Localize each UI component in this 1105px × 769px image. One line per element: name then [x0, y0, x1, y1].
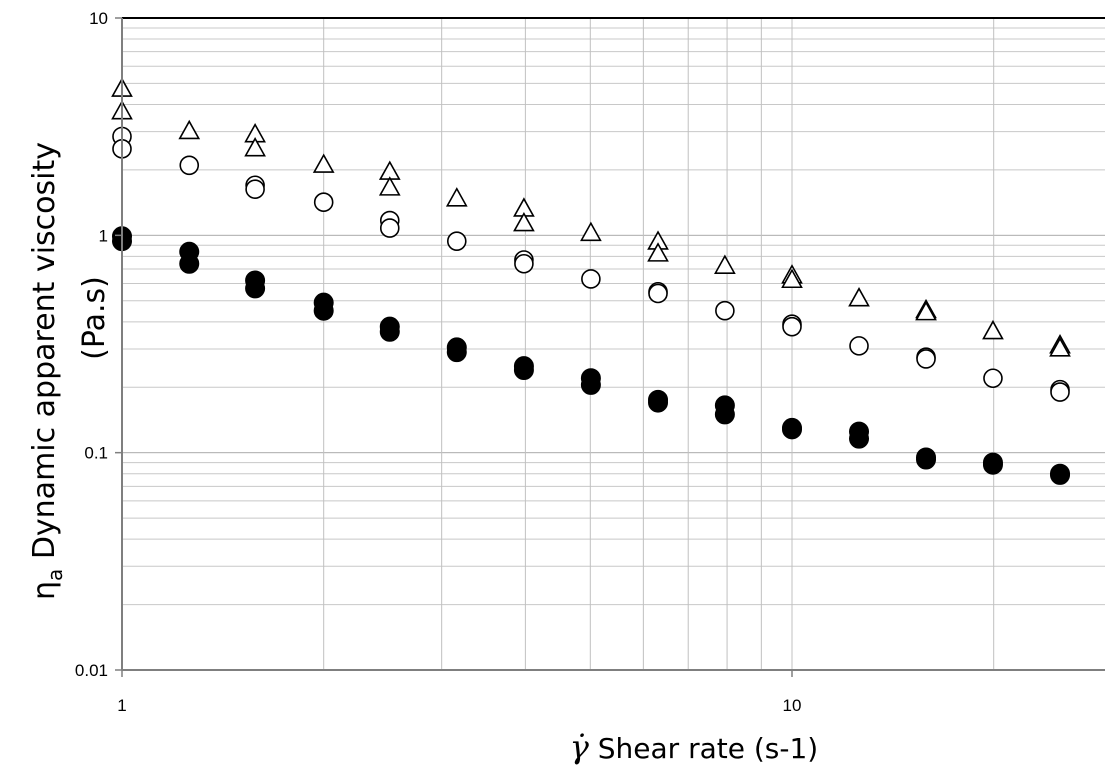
open-triangle-point	[580, 221, 602, 242]
filled-circle-point	[179, 253, 200, 274]
x-axis-symbol: γ̇	[570, 728, 590, 766]
open-circle-point	[245, 179, 265, 200]
filled-circle-point	[782, 419, 802, 440]
y-axis-symbol-subscript: a	[43, 569, 67, 581]
grid	[121, 17, 1105, 671]
filled-circle-point	[648, 392, 669, 413]
data-points	[111, 77, 1071, 485]
open-circle-point	[849, 336, 869, 356]
y-axis-title-units: (Pa.s)	[77, 276, 112, 360]
y-tick-label: 0.01	[75, 661, 108, 680]
y-tick-label: 1	[99, 226, 108, 245]
filled-circle-point	[513, 360, 534, 381]
open-triangle-point	[244, 137, 266, 157]
x-axis-title: γ̇ Shear rate (s-1)	[570, 728, 818, 766]
open-triangle-point	[178, 119, 201, 140]
y-tick-label: 0.1	[84, 444, 108, 463]
y-axis-title: ηa Dynamic apparent viscosity	[27, 142, 67, 600]
filled-circle-point	[916, 449, 937, 470]
y-axis-title-line1: Dynamic apparent viscosity	[27, 142, 62, 569]
y-tick-label: 10	[89, 9, 108, 28]
open-circle-point	[313, 192, 334, 213]
open-circle-point	[782, 316, 802, 337]
x-tick-label: 10	[783, 696, 802, 715]
filled-circle-point	[379, 321, 400, 342]
filled-circle-point	[1050, 464, 1071, 485]
filled-circle-point	[849, 428, 870, 449]
open-triangle-point	[513, 211, 535, 232]
open-circle-point	[916, 349, 936, 369]
open-circle-point	[983, 368, 1003, 389]
open-circle-point	[581, 269, 601, 289]
open-triangle-point	[1049, 337, 1071, 357]
open-triangle-point	[647, 242, 669, 262]
open-circle-point	[179, 155, 200, 176]
open-triangle-point	[378, 176, 401, 196]
filled-circle-point	[714, 404, 735, 425]
open-triangle-point	[781, 268, 803, 289]
open-circle-point	[648, 283, 668, 304]
y-axis-symbol: η	[27, 581, 62, 600]
open-triangle-point	[982, 319, 1004, 340]
filled-circle-point	[580, 374, 601, 395]
open-circle-point	[446, 231, 467, 251]
x-tick-label: 1	[117, 696, 126, 715]
filled-circle-point	[446, 342, 467, 363]
filled-circle-point	[982, 454, 1003, 475]
open-circle-point	[379, 218, 400, 238]
open-circle-point	[715, 300, 735, 321]
x-axis-title-text: Shear rate (s-1)	[589, 732, 818, 765]
open-triangle-point	[714, 254, 736, 274]
open-triangle-point	[848, 287, 870, 307]
tick-labels: 0.01 0.1 1 10 1 10	[75, 9, 802, 715]
open-circle-point	[1050, 382, 1070, 402]
open-circle-point	[514, 253, 534, 274]
filled-circle-point	[313, 300, 334, 321]
filled-circle-point	[245, 278, 266, 299]
open-triangle-point	[915, 300, 937, 321]
open-triangle-point	[312, 153, 335, 173]
axes	[115, 17, 1105, 677]
open-triangle-point	[445, 187, 468, 207]
